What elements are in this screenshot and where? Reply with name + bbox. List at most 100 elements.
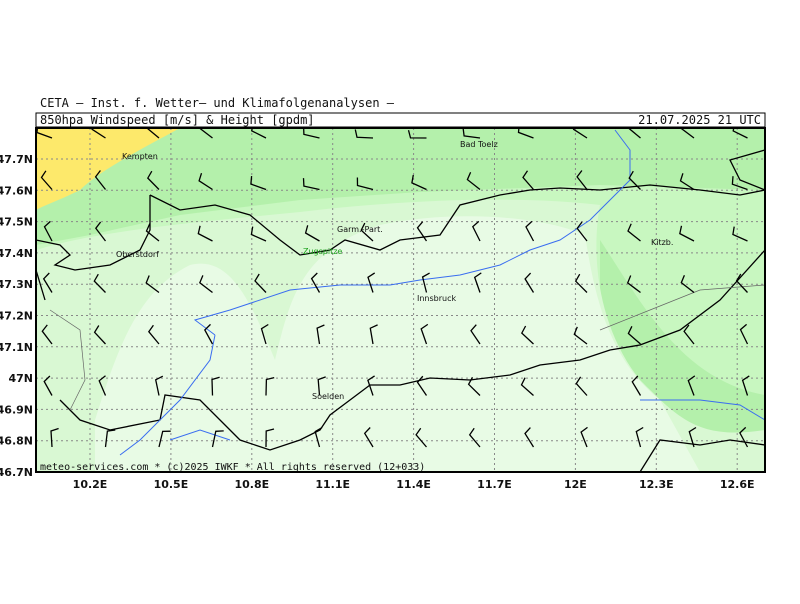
wind-barb xyxy=(250,128,267,139)
wind-barb xyxy=(203,323,214,345)
place-label: Zugspitze xyxy=(303,247,342,256)
wind-barb xyxy=(522,170,534,190)
wind-barb xyxy=(739,323,749,345)
wind-barb xyxy=(304,225,320,242)
lon-label: 10.8E xyxy=(234,478,269,491)
lat-label: 46.7N xyxy=(0,466,33,479)
wind-barb xyxy=(520,377,534,396)
wind-barb xyxy=(520,325,534,345)
wind-barb xyxy=(260,323,269,345)
wind-barb xyxy=(679,225,695,242)
wind-barb xyxy=(93,325,106,345)
wind-barb xyxy=(369,324,378,345)
lat-label: 47.1N xyxy=(0,341,33,354)
wind-barb xyxy=(197,225,213,242)
wind-barb xyxy=(43,220,53,242)
wind-barb xyxy=(198,173,213,191)
wind-barb xyxy=(732,226,748,242)
wind-barb xyxy=(363,427,374,448)
wind-barb xyxy=(576,221,588,242)
product-title: 850hpa Windspeed [m/s] & Height [gpdm] xyxy=(40,113,315,127)
wind-barb xyxy=(517,128,534,139)
lon-label: 12.6E xyxy=(720,478,755,491)
wind-barb xyxy=(367,375,375,396)
border xyxy=(36,184,765,451)
wind-barb xyxy=(145,128,160,139)
wind-barb xyxy=(471,220,481,242)
wind-barb xyxy=(473,272,482,293)
wind-barb xyxy=(354,129,374,139)
lon-label: 10.2E xyxy=(73,478,108,491)
wind-barb xyxy=(145,223,160,242)
wind-barb xyxy=(211,430,224,448)
wind-barb xyxy=(411,174,427,191)
wind-barb xyxy=(731,176,748,191)
wind-barb xyxy=(574,273,588,293)
place-label: Garm.-Part. xyxy=(337,225,383,234)
lon-label: 12E xyxy=(564,478,587,491)
wind-barb xyxy=(467,376,481,396)
wind-barb xyxy=(679,173,695,191)
copyright: meteo-services.com * (c)2025 IWKF * All … xyxy=(40,462,425,473)
lat-label: 47.2N xyxy=(0,310,33,323)
wind-barb xyxy=(302,178,320,191)
wind-barbs xyxy=(36,128,750,448)
wind-barb xyxy=(572,128,588,139)
wind-barb xyxy=(93,273,106,293)
wind-barb xyxy=(250,226,267,242)
wind-barb xyxy=(265,376,275,396)
wind-barb xyxy=(104,429,116,448)
wind-barb xyxy=(356,177,374,191)
wind-barb xyxy=(416,375,428,396)
wind-barb xyxy=(94,170,107,190)
border xyxy=(639,149,765,472)
region-line xyxy=(49,284,765,411)
wind-barb xyxy=(524,427,535,448)
wind-barb xyxy=(367,272,376,293)
wind-barb xyxy=(627,223,641,242)
field-high xyxy=(36,128,180,210)
lat-label: 46.8N xyxy=(0,435,33,448)
wind-barb xyxy=(360,222,374,242)
wind-barb xyxy=(250,176,267,191)
wind-barb xyxy=(303,128,320,139)
lat-label: 47.3N xyxy=(0,278,33,291)
field-band xyxy=(36,128,765,245)
place-label: Kitzb. xyxy=(651,238,673,247)
wind-barb xyxy=(146,170,160,190)
wind-barb xyxy=(265,428,275,448)
wind-barb xyxy=(416,221,428,242)
map-area: Kempten Bad Toelz Garm.-Part. Oberstdorf… xyxy=(36,128,765,473)
lat-label: 47.5N xyxy=(0,216,33,229)
wind-barb xyxy=(314,426,323,448)
wind-barb xyxy=(631,375,642,396)
wind-barb xyxy=(683,324,695,345)
place-label: Bad Toelz xyxy=(460,140,498,149)
wind-barb xyxy=(254,273,267,293)
wind-barb xyxy=(421,272,430,293)
wind-barb xyxy=(154,375,164,396)
wind-barb xyxy=(310,272,321,293)
wind-barb xyxy=(627,326,641,345)
place-label: Oberstdorf xyxy=(116,250,159,259)
wind-barb xyxy=(407,130,427,139)
lon-label: 12.3E xyxy=(639,478,674,491)
wind-barb xyxy=(420,323,429,345)
wind-barb xyxy=(575,376,588,396)
wind-barb xyxy=(41,324,53,345)
wind-barb xyxy=(145,275,160,294)
wind-barb xyxy=(468,427,481,448)
wind-barb xyxy=(576,170,588,190)
wind-barb xyxy=(735,273,748,293)
wind-barb xyxy=(415,427,427,448)
wind-barb xyxy=(147,324,160,345)
map-frame xyxy=(35,127,766,473)
wind-barb xyxy=(635,426,644,448)
wind-barb xyxy=(98,375,107,396)
lon-label: 11.7E xyxy=(477,478,512,491)
wind-barb xyxy=(158,430,171,448)
wind-barb xyxy=(741,375,750,396)
wind-barb xyxy=(732,128,748,139)
wind-barb xyxy=(316,324,325,345)
